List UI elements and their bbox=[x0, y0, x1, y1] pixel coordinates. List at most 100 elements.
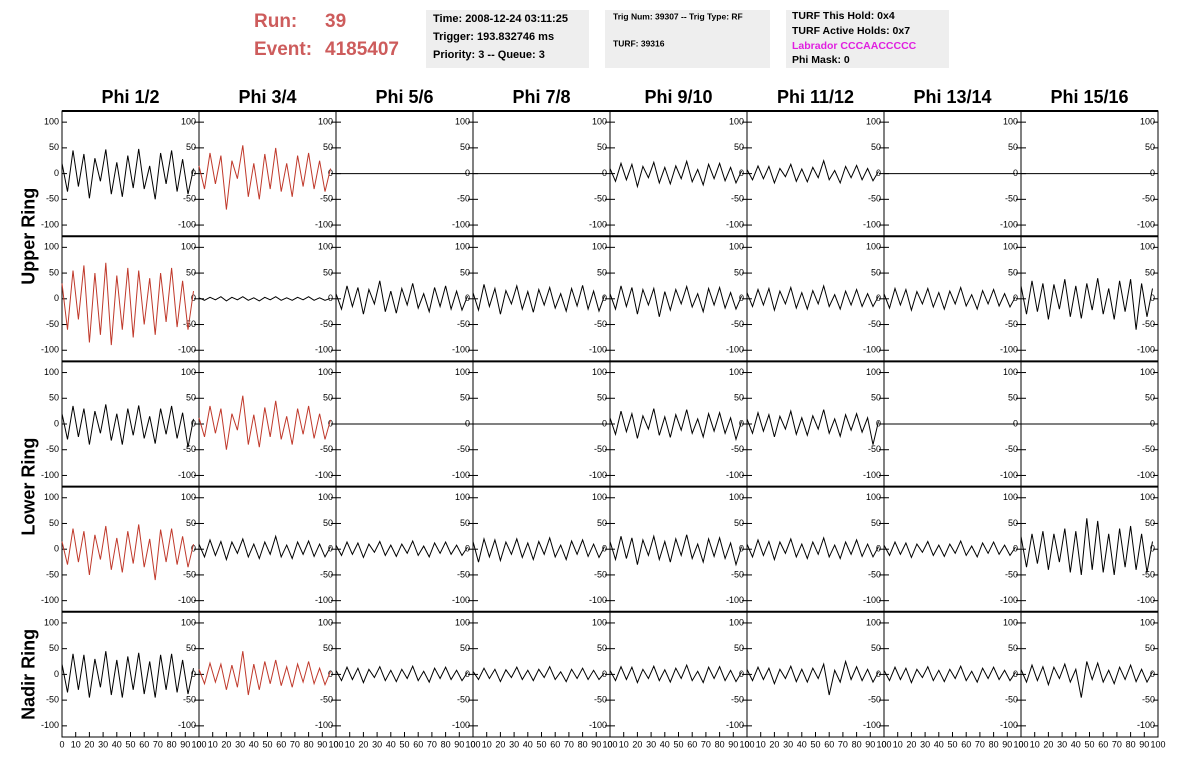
y-tick-label: 100 bbox=[866, 242, 881, 252]
x-tick-label: 20 bbox=[495, 739, 505, 749]
y-tick-label: -50 bbox=[46, 569, 59, 579]
y-tick-label: -100 bbox=[589, 470, 607, 480]
y-tick-label: -50 bbox=[183, 695, 196, 705]
info-text: Time: 2008-12-24 03:11:25 bbox=[433, 13, 568, 25]
y-tick-label: -100 bbox=[589, 595, 607, 605]
info-text: TURF This Hold: 0x4 bbox=[792, 10, 895, 22]
x-tick-label: 50 bbox=[1084, 739, 1094, 749]
y-tick-label: 50 bbox=[734, 518, 744, 528]
x-tick-label: 10 bbox=[893, 739, 903, 749]
waveform bbox=[746, 409, 879, 445]
x-tick-label: 90 bbox=[1139, 739, 1149, 749]
waveform bbox=[61, 404, 194, 448]
run-label: Run: bbox=[254, 11, 297, 32]
x-tick-label: 50 bbox=[262, 739, 272, 749]
info-box bbox=[605, 10, 770, 68]
x-tick-label: 70 bbox=[701, 739, 711, 749]
y-tick-label: 50 bbox=[460, 643, 470, 653]
y-tick-label: -50 bbox=[1005, 695, 1018, 705]
x-tick-label: 90 bbox=[1002, 739, 1012, 749]
y-tick-label: 100 bbox=[318, 492, 333, 502]
waveform bbox=[1020, 661, 1153, 698]
y-tick-label: -100 bbox=[315, 345, 333, 355]
x-tick-label: 100 bbox=[739, 739, 754, 749]
y-tick-label: 0 bbox=[191, 293, 196, 303]
y-tick-label: 0 bbox=[1013, 418, 1018, 428]
y-tick-label: 50 bbox=[1008, 518, 1018, 528]
y-tick-label: -50 bbox=[1005, 444, 1018, 454]
y-tick-label: 0 bbox=[191, 168, 196, 178]
y-tick-label: 0 bbox=[1150, 544, 1155, 554]
info-box bbox=[426, 10, 589, 68]
y-tick-label: 0 bbox=[739, 168, 744, 178]
y-tick-label: 0 bbox=[876, 168, 881, 178]
y-tick-label: 100 bbox=[318, 367, 333, 377]
y-tick-label: 100 bbox=[866, 367, 881, 377]
y-tick-label: -50 bbox=[320, 695, 333, 705]
x-tick-label: 20 bbox=[84, 739, 94, 749]
y-tick-label: 0 bbox=[1013, 293, 1018, 303]
y-tick-label: 100 bbox=[181, 617, 196, 627]
waveform bbox=[198, 296, 331, 302]
y-tick-label: -100 bbox=[315, 470, 333, 480]
y-tick-label: 0 bbox=[465, 418, 470, 428]
y-tick-label: 100 bbox=[729, 242, 744, 252]
waveform bbox=[472, 665, 605, 683]
column-title: Phi 9/10 bbox=[644, 87, 712, 107]
x-tick-label: 100 bbox=[465, 739, 480, 749]
waveform bbox=[335, 280, 468, 315]
column-title: Phi 3/4 bbox=[238, 87, 296, 107]
y-tick-label: 100 bbox=[455, 492, 470, 502]
y-tick-label: -50 bbox=[46, 444, 59, 454]
x-tick-label: 0 bbox=[59, 739, 64, 749]
y-tick-label: 0 bbox=[54, 168, 59, 178]
y-tick-label: 100 bbox=[1003, 617, 1018, 627]
y-tick-label: 100 bbox=[181, 492, 196, 502]
y-tick-label: 100 bbox=[729, 367, 744, 377]
y-tick-label: 0 bbox=[191, 418, 196, 428]
y-tick-label: 50 bbox=[460, 393, 470, 403]
x-tick-label: 80 bbox=[578, 739, 588, 749]
y-tick-label: -50 bbox=[868, 569, 881, 579]
waveform bbox=[1020, 278, 1153, 330]
y-tick-label: 100 bbox=[44, 117, 59, 127]
x-tick-label: 80 bbox=[715, 739, 725, 749]
y-tick-label: 100 bbox=[318, 617, 333, 627]
x-tick-label: 60 bbox=[824, 739, 834, 749]
y-tick-label: 100 bbox=[866, 492, 881, 502]
x-tick-label: 60 bbox=[276, 739, 286, 749]
event-value: 4185407 bbox=[325, 39, 399, 60]
x-tick-label: 80 bbox=[989, 739, 999, 749]
x-tick-label: 40 bbox=[1071, 739, 1081, 749]
y-tick-label: -50 bbox=[868, 695, 881, 705]
y-tick-label: 50 bbox=[323, 643, 333, 653]
y-tick-label: 0 bbox=[739, 669, 744, 679]
y-tick-label: 50 bbox=[186, 393, 196, 403]
y-tick-label: 0 bbox=[739, 418, 744, 428]
x-tick-label: 40 bbox=[797, 739, 807, 749]
x-tick-label: 30 bbox=[646, 739, 656, 749]
x-tick-label: 20 bbox=[221, 739, 231, 749]
y-tick-label: -50 bbox=[1005, 319, 1018, 329]
y-tick-label: 0 bbox=[465, 168, 470, 178]
waveform bbox=[61, 148, 194, 200]
x-tick-label: 30 bbox=[98, 739, 108, 749]
y-tick-label: -50 bbox=[183, 319, 196, 329]
y-tick-label: -100 bbox=[863, 470, 881, 480]
y-tick-label: 100 bbox=[1003, 242, 1018, 252]
y-tick-label: -50 bbox=[868, 444, 881, 454]
x-tick-label: 60 bbox=[550, 739, 560, 749]
info-text: Trig Num: 39307 -- Trig Type: RF bbox=[613, 11, 743, 21]
waveform bbox=[883, 285, 1016, 312]
y-tick-label: -100 bbox=[452, 219, 470, 229]
y-tick-label: 0 bbox=[465, 293, 470, 303]
y-tick-label: 50 bbox=[1145, 142, 1155, 152]
waveform bbox=[746, 284, 879, 313]
y-tick-label: 0 bbox=[602, 418, 607, 428]
y-tick-label: 50 bbox=[597, 643, 607, 653]
y-tick-label: -100 bbox=[178, 720, 196, 730]
y-tick-label: 0 bbox=[739, 544, 744, 554]
x-tick-label: 50 bbox=[399, 739, 409, 749]
x-tick-label: 0 bbox=[333, 739, 338, 749]
x-tick-label: 100 bbox=[191, 739, 206, 749]
